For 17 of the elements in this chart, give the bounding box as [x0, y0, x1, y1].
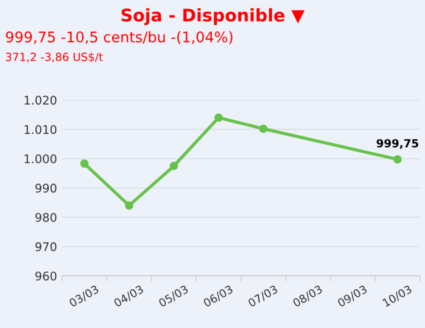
y-tick-label: 970	[35, 242, 56, 252]
chart-title: Soja - Disponible ▼	[122, 8, 305, 26]
y-tick-label: 1.020	[24, 96, 56, 105]
point	[259, 124, 268, 133]
y-tick-label: 1.010	[24, 125, 56, 134]
point	[214, 113, 223, 122]
y-tick-label: 960	[35, 272, 56, 280]
y-tick-label: 990	[35, 184, 56, 193]
chart-subtitle: 999,75 -10,5 cents/bu -(1,04%)	[6, 31, 232, 44]
point	[124, 201, 134, 210]
point	[80, 159, 89, 168]
point	[393, 155, 402, 164]
point	[170, 162, 178, 170]
y-tick-label: 980	[35, 212, 56, 222]
y-tick-label: 1.000	[24, 154, 56, 164]
text: 371,2 -3,86 US$/t	[6, 52, 103, 63]
annotation: 999,75	[376, 139, 418, 149]
